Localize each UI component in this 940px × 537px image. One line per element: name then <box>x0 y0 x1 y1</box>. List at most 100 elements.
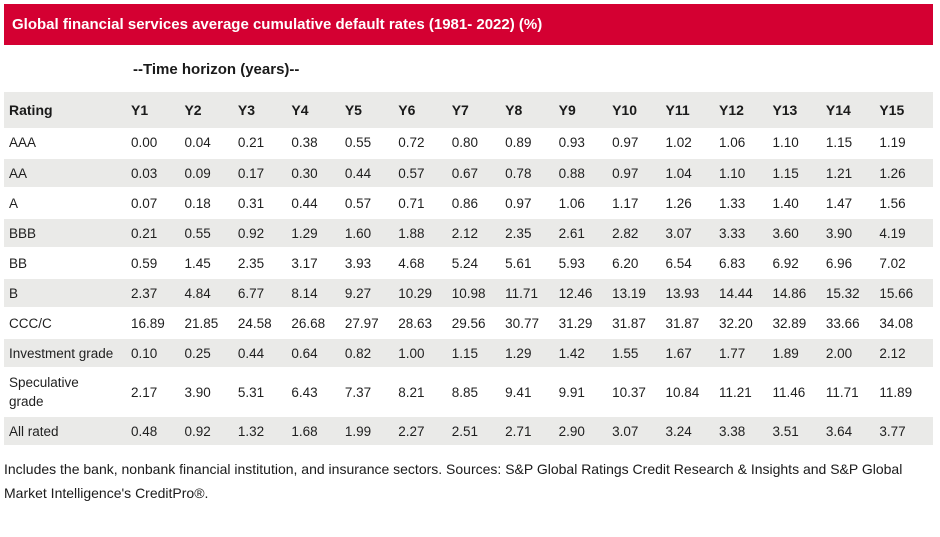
value-cell: 7.02 <box>879 248 933 279</box>
value-cell: 32.89 <box>772 308 826 339</box>
value-cell: 11.71 <box>505 278 559 309</box>
rating-label: BBB <box>9 225 37 241</box>
year-column-header: Y6 <box>398 92 452 128</box>
value-cell: 2.90 <box>558 416 613 447</box>
table-row: B 2.37 4.84 6.77 8.14 9.27 10.29 10.98 11.71 12.4… <box>4 278 933 309</box>
value-cell: 0.04 <box>184 128 238 159</box>
value-cell: 0.97 <box>612 158 666 189</box>
year-column-header: Y3 <box>237 92 292 128</box>
value-cell: 16.89 <box>131 308 185 339</box>
value-cell: 0.78 <box>505 158 559 189</box>
value-cell: 8.85 <box>451 368 506 417</box>
value-cell: 24.58 <box>237 308 292 339</box>
value-cell: 3.64 <box>825 416 880 447</box>
value-cell: 1.33 <box>718 188 773 219</box>
value-cell: 29.56 <box>451 308 506 339</box>
value-cell: 3.24 <box>665 416 719 447</box>
value-cell: 14.44 <box>718 278 773 309</box>
value-cell: 2.27 <box>398 416 452 447</box>
value-cell: 0.31 <box>237 188 292 219</box>
value-cell: 6.92 <box>772 248 826 279</box>
rating-cell: BBB <box>4 218 131 249</box>
value-cell: 0.44 <box>344 158 399 189</box>
year-column-header: Y13 <box>772 92 826 128</box>
value-cell: 0.17 <box>237 158 292 189</box>
table-row: AA 0.03 0.09 0.17 0.30 0.44 0.57 0.67 0.78 0.88 0.… <box>4 158 933 189</box>
default-rates-table: Rating Y1 Y2 Y3 Y4 Y5 Y6 Y7 Y8 Y9 Y10 Y11 Y12 Y13 Y14 Y… <box>4 92 933 447</box>
rating-column-header: Rating <box>4 92 131 128</box>
value-cell: 10.98 <box>451 278 506 309</box>
rating-cell: Speculative grade <box>4 368 131 417</box>
rating-label: A <box>9 195 19 211</box>
value-cell: 0.57 <box>398 158 452 189</box>
value-cell: 0.03 <box>131 158 185 189</box>
rating-cell: All rated <box>4 416 131 447</box>
title-banner: Global financial services average cumula… <box>4 4 933 45</box>
value-cell: 4.19 <box>879 218 933 249</box>
rating-cell: AA <box>4 158 131 189</box>
value-cell: 13.93 <box>665 278 719 309</box>
table-row: Speculative grade 2.17 3.90 5.31 6.43 7.37 8.2… <box>4 368 933 417</box>
value-cell: 9.27 <box>344 278 399 309</box>
value-cell: 11.21 <box>718 368 773 417</box>
value-cell: 1.10 <box>718 158 773 189</box>
value-cell: 6.96 <box>825 248 880 279</box>
value-cell: 1.15 <box>825 128 880 159</box>
value-cell: 6.43 <box>291 368 345 417</box>
value-cell: 6.54 <box>665 248 719 279</box>
value-cell: 15.32 <box>825 278 880 309</box>
value-cell: 4.68 <box>398 248 452 279</box>
rating-cell: AAA <box>4 128 131 159</box>
value-cell: 1.68 <box>291 416 345 447</box>
value-cell: 0.57 <box>344 188 399 219</box>
year-column-header: Y10 <box>612 92 666 128</box>
value-cell: 0.92 <box>237 218 292 249</box>
value-cell: 1.00 <box>398 338 452 369</box>
value-cell: 4.84 <box>184 278 238 309</box>
value-cell: 1.29 <box>505 338 559 369</box>
value-cell: 0.21 <box>131 218 185 249</box>
rating-label: AA <box>9 165 28 181</box>
value-cell: 0.72 <box>398 128 452 159</box>
value-cell: 14.86 <box>772 278 826 309</box>
value-cell: 2.71 <box>505 416 559 447</box>
value-cell: 31.87 <box>665 308 719 339</box>
value-cell: 2.82 <box>612 218 666 249</box>
year-column-header: Y12 <box>718 92 773 128</box>
value-cell: 2.17 <box>131 368 185 417</box>
value-cell: 1.02 <box>665 128 719 159</box>
year-column-header: Y7 <box>451 92 506 128</box>
table-row: BB 0.59 1.45 2.35 3.17 3.93 4.68 5.24 5.61 5.93 6.… <box>4 248 933 279</box>
year-column-header: Y14 <box>825 92 880 128</box>
value-cell: 3.51 <box>772 416 826 447</box>
value-cell: 0.80 <box>451 128 506 159</box>
value-cell: 0.10 <box>131 338 185 369</box>
value-cell: 0.93 <box>558 128 613 159</box>
value-cell: 0.59 <box>131 248 185 279</box>
value-cell: 1.60 <box>344 218 399 249</box>
value-cell: 3.93 <box>344 248 399 279</box>
year-column-header: Y2 <box>184 92 238 128</box>
value-cell: 0.48 <box>131 416 185 447</box>
value-cell: 1.15 <box>772 158 826 189</box>
value-cell: 28.63 <box>398 308 452 339</box>
source-footnote: Includes the bank, nonbank financial ins… <box>4 461 903 501</box>
value-cell: 15.66 <box>879 278 933 309</box>
value-cell: 5.93 <box>558 248 613 279</box>
table-body: AAA 0.00 0.04 0.21 0.38 0.55 0.72 0.80 0.89 0.93 0… <box>4 128 933 447</box>
value-cell: 1.45 <box>184 248 238 279</box>
value-cell: 3.38 <box>718 416 773 447</box>
value-cell: 1.15 <box>451 338 506 369</box>
table-row: AAA 0.00 0.04 0.21 0.38 0.55 0.72 0.80 0.89 0.93 0… <box>4 128 933 159</box>
table-row: Investment grade 0.10 0.25 0.44 0.64 0.82 1.00… <box>4 338 933 369</box>
year-column-header: Y4 <box>291 92 345 128</box>
value-cell: 0.18 <box>184 188 238 219</box>
value-cell: 0.89 <box>505 128 559 159</box>
value-cell: 8.21 <box>398 368 452 417</box>
year-column-header: Y9 <box>558 92 613 128</box>
value-cell: 9.91 <box>558 368 613 417</box>
value-cell: 5.24 <box>451 248 506 279</box>
value-cell: 1.17 <box>612 188 666 219</box>
value-cell: 0.30 <box>291 158 345 189</box>
value-cell: 3.33 <box>718 218 773 249</box>
